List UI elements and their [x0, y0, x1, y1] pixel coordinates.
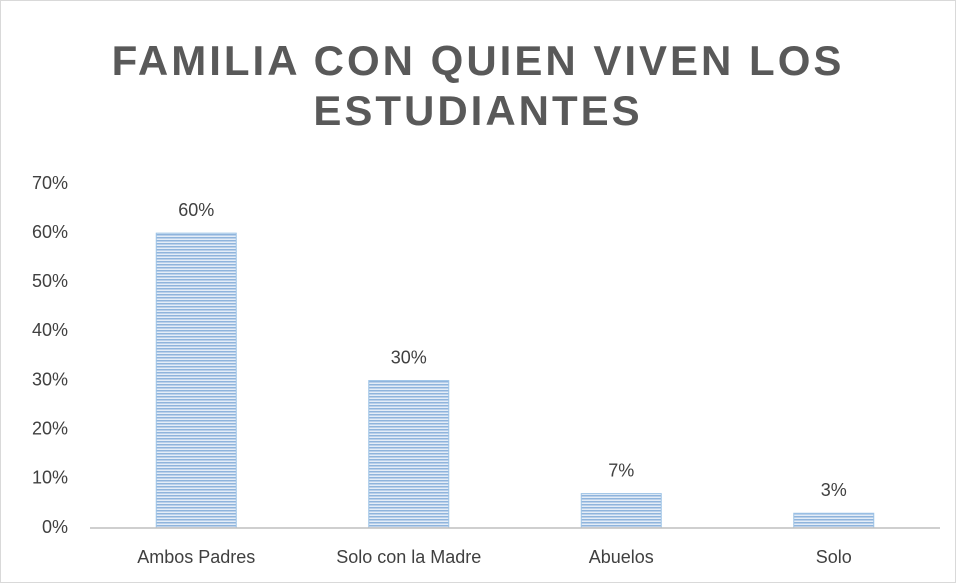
- y-tick-label: 50%: [32, 271, 68, 291]
- y-tick-label: 30%: [32, 369, 68, 389]
- y-tick-label: 10%: [32, 468, 68, 488]
- x-tick-label: Solo con la Madre: [336, 547, 481, 567]
- y-tick-label: 20%: [32, 418, 68, 438]
- y-tick-label: 0%: [42, 517, 68, 537]
- x-tick-label: Solo: [816, 547, 852, 567]
- bar: [793, 512, 875, 529]
- data-label: 7%: [608, 460, 634, 480]
- chart-title: FAMILIA CON QUIEN VIVEN LOS ESTUDIANTES: [111, 37, 845, 134]
- y-tick-label: 40%: [32, 320, 68, 340]
- x-tick-label: Abuelos: [589, 547, 654, 567]
- title-box: FAMILIA CON QUIEN VIVEN LOS ESTUDIANTES: [0, 36, 956, 136]
- data-label: 60%: [178, 200, 214, 220]
- x-tick-label: Ambos Padres: [137, 547, 255, 567]
- bar: [155, 232, 237, 529]
- bar: [580, 493, 662, 529]
- y-tick-label: 60%: [32, 222, 68, 242]
- bar: [368, 380, 450, 529]
- data-label: 3%: [821, 480, 847, 500]
- y-tick-label: 70%: [32, 173, 68, 193]
- data-label: 30%: [391, 347, 427, 367]
